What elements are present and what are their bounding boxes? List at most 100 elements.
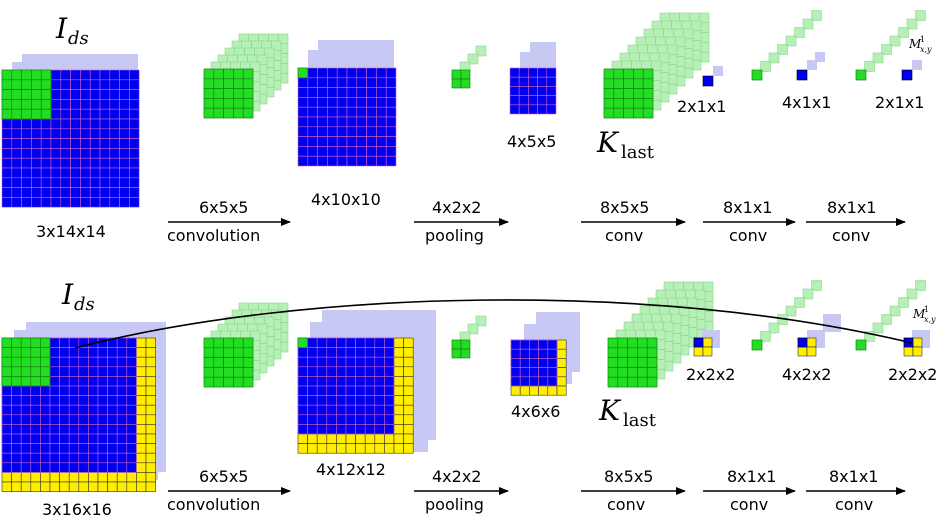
bottom-input-pad-cell xyxy=(145,481,156,492)
top-input-kernel-cell xyxy=(40,108,52,120)
bottom-conv1-pad-cell xyxy=(316,433,328,444)
top-input-kernel-cell xyxy=(1,69,13,81)
top-input-cell xyxy=(129,177,140,188)
bottom-input-pad-cell xyxy=(145,356,156,368)
bottom-fc2-kernel-ghost xyxy=(811,280,822,291)
top-klast-cell xyxy=(603,107,615,119)
top-conv-kernel-cell xyxy=(203,68,215,80)
bottom-input-cell xyxy=(107,376,118,387)
top-map-sub: x,y xyxy=(920,45,932,54)
top-conv1-cell xyxy=(307,126,318,137)
bottom-input-pad-cell xyxy=(136,472,147,483)
diagram-shapes xyxy=(1,10,930,492)
top-input-cell xyxy=(50,167,62,179)
bottom-input-pad-cell xyxy=(88,481,99,492)
bottom-conv1-cell xyxy=(364,356,376,368)
bottom-pool-pad-cell xyxy=(556,385,567,396)
bottom-input-pad-cell xyxy=(97,472,108,483)
bottom-input-cell xyxy=(1,433,12,444)
top-conv-kernel-cell xyxy=(213,107,224,119)
bottom-pool-pad-cell xyxy=(556,367,567,378)
bottom-input-cell xyxy=(49,395,60,406)
top-input-cell xyxy=(89,157,101,169)
bottom-input-cell xyxy=(30,424,41,435)
top-pool-kernel-ghost xyxy=(475,45,487,57)
bottom-conv1-cell xyxy=(364,414,376,425)
top-op5-bottom: conv xyxy=(832,226,870,245)
top-fc3-dim: 2x1x1 xyxy=(875,93,924,112)
bottom-conv1-cell xyxy=(384,337,395,348)
top-klast-cell xyxy=(642,88,654,99)
top-input-cell xyxy=(109,108,120,120)
bottom-input-cell xyxy=(30,414,41,425)
bottom-conv1-cell xyxy=(384,366,395,377)
bottom-conv1-pad-cell xyxy=(374,433,385,444)
bottom-conv1-cell xyxy=(374,424,385,435)
top-klast-cell xyxy=(633,98,644,109)
top-conv1-cell xyxy=(317,126,328,137)
top-input-cell xyxy=(60,157,71,169)
top-input-kernel-cell xyxy=(21,89,32,100)
bottom-input-kernel-cell xyxy=(20,376,32,387)
bottom-input-cell xyxy=(11,424,22,435)
bottom-conv1-cell xyxy=(307,337,318,348)
top-op5-top: 8x1x1 xyxy=(827,198,876,217)
top-input-cell xyxy=(109,99,120,110)
bottom-conv1-pad-cell xyxy=(393,366,404,377)
bottom-input-pad-cell xyxy=(30,472,41,483)
top-klast-cell xyxy=(623,78,634,89)
bottom-conv1-pad-cell xyxy=(393,356,404,368)
top-conv1-cell xyxy=(376,155,387,167)
bottom-input-pad-cell xyxy=(145,452,156,464)
top-input-cell xyxy=(21,167,32,179)
bottom-input-cell xyxy=(97,376,108,387)
bottom-input-pad-cell xyxy=(40,472,51,483)
top-fc2-ghost xyxy=(807,60,817,70)
top-input-kernel-cell xyxy=(40,89,52,100)
top-input-cell xyxy=(70,148,81,159)
top-input-cell xyxy=(119,99,130,110)
top-op2-bottom: pooling xyxy=(425,226,484,245)
bottom-conv1-cell xyxy=(374,347,385,358)
bottom-conv1-pad-cell xyxy=(355,443,366,454)
bottom-input-cell xyxy=(59,366,70,377)
bottom-conv1-cell xyxy=(297,395,308,406)
bottom-klast-cell xyxy=(627,347,638,358)
bottom-op1-bottom: convolution xyxy=(167,495,260,514)
bottom-conv1-cell xyxy=(316,385,328,396)
bottom-fc3-dim: 2x2x2 xyxy=(888,365,937,384)
bottom-conv1-cell xyxy=(336,395,347,406)
top-input-cell xyxy=(70,128,81,139)
top-input-cell xyxy=(99,118,111,130)
top-input-cell xyxy=(80,197,91,208)
top-input-cell xyxy=(70,69,81,81)
top-input-cell xyxy=(109,187,120,198)
top-input-cell xyxy=(80,128,91,139)
top-pool-kernel-cell xyxy=(451,69,462,80)
top-conv1-cell xyxy=(307,146,318,157)
top-conv-kernel-cell xyxy=(213,98,224,109)
bottom-input-cell xyxy=(59,376,70,387)
bottom-input-cell xyxy=(20,385,32,396)
bottom-fc3-kernel-ghost xyxy=(889,305,901,317)
bottom-input-cell xyxy=(126,404,137,416)
top-conv1-cell xyxy=(356,87,367,98)
top-conv1-cell xyxy=(385,116,397,128)
bottom-input-pad-cell xyxy=(78,481,89,492)
bottom-conv1-cell xyxy=(384,414,395,425)
bottom-conv1-cell xyxy=(316,347,328,358)
bottom-input-cell xyxy=(1,443,12,454)
top-fc2-dim: 4x1x1 xyxy=(782,93,831,112)
top-input-cell xyxy=(119,118,130,130)
top-fc1-dim: 2x1x1 xyxy=(677,97,726,116)
top-conv1-cell xyxy=(356,126,367,137)
top-input-cell xyxy=(89,89,101,100)
bottom-pool-kernel-cell xyxy=(451,339,462,350)
top-input-cell xyxy=(129,197,140,208)
bottom-conv1-cell xyxy=(326,424,337,435)
bottom-input-cell xyxy=(126,376,137,387)
bottom-input-cell xyxy=(78,385,89,396)
bottom-input-kernel-cell xyxy=(20,366,32,377)
top-conv1-cell xyxy=(356,136,367,147)
